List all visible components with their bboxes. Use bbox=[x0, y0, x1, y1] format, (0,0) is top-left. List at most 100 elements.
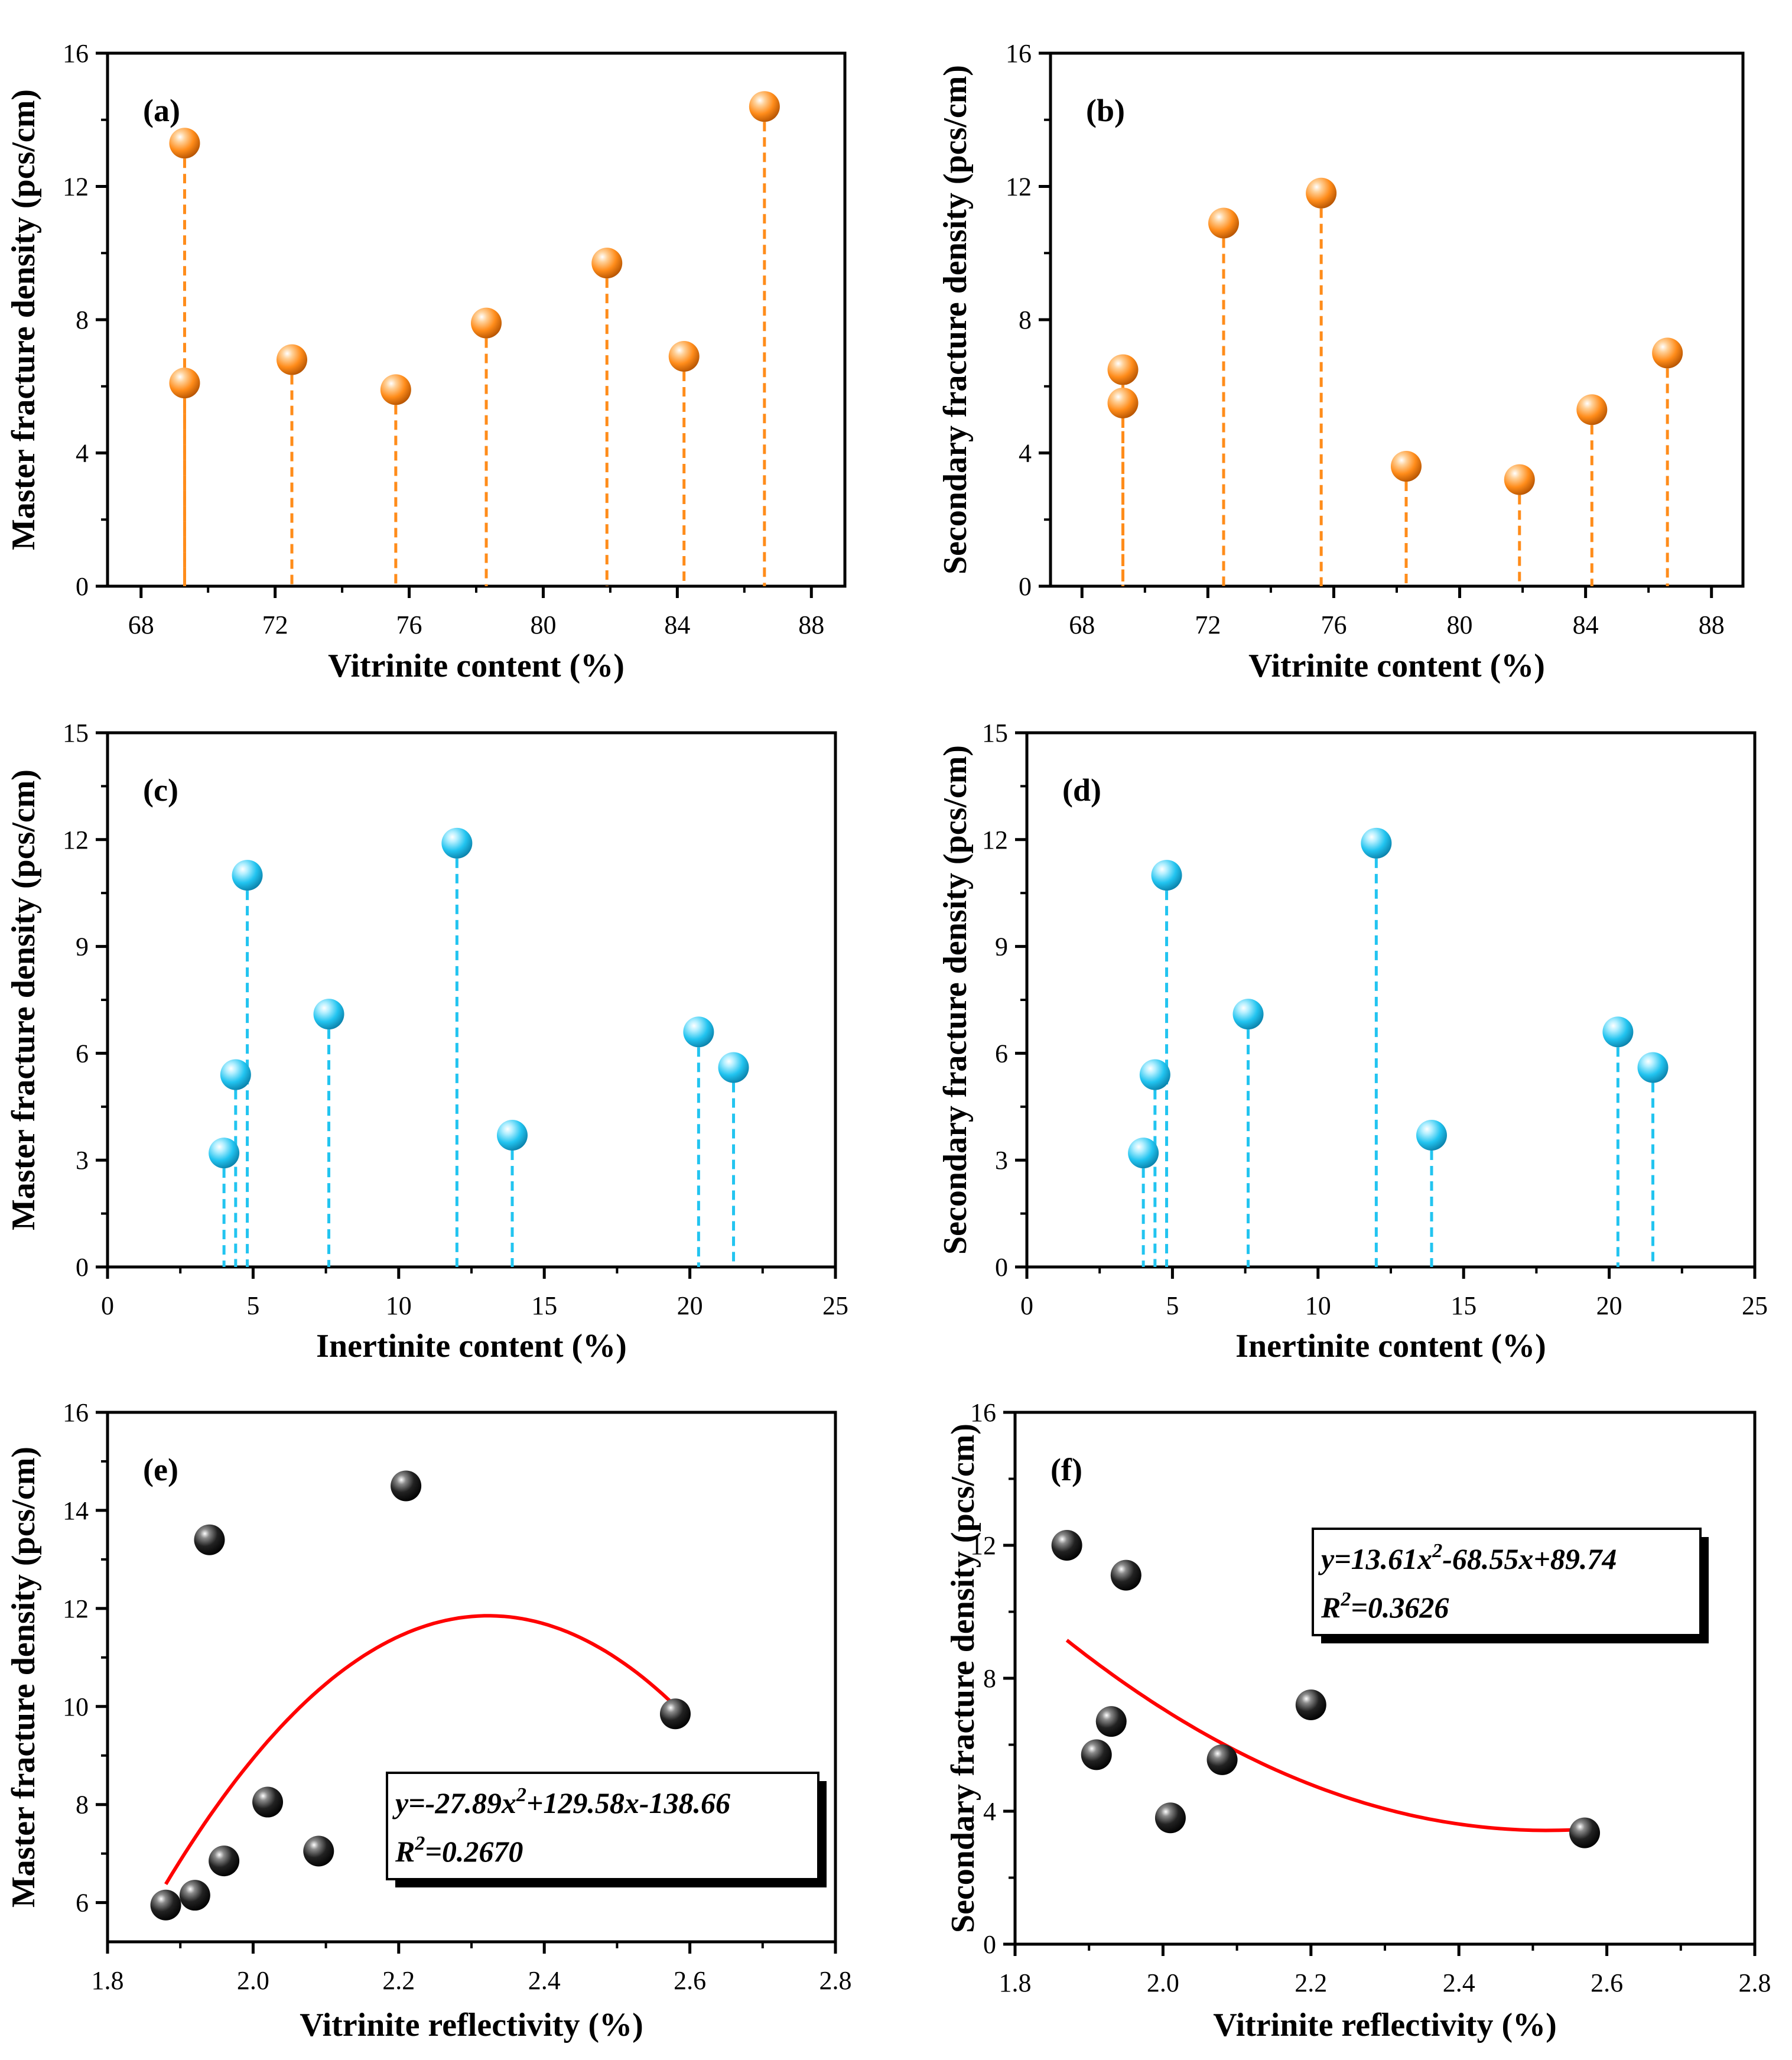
x-tick-label: 20 bbox=[677, 1291, 703, 1320]
y-tick-label: 0 bbox=[1019, 572, 1032, 601]
y-axis-title: Secondary fracture density (pcs/cm) bbox=[937, 65, 974, 574]
r2-label: R bbox=[395, 1835, 415, 1868]
equation-main: y=-27.89x bbox=[392, 1786, 516, 1819]
r-squared: R2=0.2670 bbox=[395, 1832, 523, 1868]
y-tick-label: 12 bbox=[1006, 173, 1032, 202]
y-tick-label: 0 bbox=[995, 1253, 1008, 1282]
x-axis-title: Vitrinite content (%) bbox=[328, 648, 625, 684]
x-tick-label: 2.8 bbox=[819, 1966, 852, 1995]
x-tick-label: 68 bbox=[1069, 610, 1095, 639]
equation-box-frame bbox=[1312, 1528, 1702, 1636]
equation-rest: +129.58x-138.66 bbox=[526, 1786, 730, 1819]
equation-main: y=13.61x bbox=[1318, 1542, 1432, 1575]
y-tick-label: 4 bbox=[1019, 439, 1032, 468]
panel-label: (f) bbox=[1051, 1452, 1082, 1487]
x-tick-label: 2.2 bbox=[1295, 1968, 1327, 1997]
r2-value: =0.2670 bbox=[425, 1835, 523, 1868]
plot-frame bbox=[1013, 1411, 1757, 1946]
data-point bbox=[1154, 1802, 1186, 1834]
y-tick-label: 3 bbox=[995, 1146, 1008, 1175]
data-point bbox=[1151, 860, 1182, 891]
x-tick-label: 80 bbox=[530, 610, 556, 639]
y-tick-label: 15 bbox=[63, 719, 89, 748]
y-tick-label: 16 bbox=[63, 39, 89, 68]
y-axis-title: Master fracture density (pcs/cm) bbox=[5, 1447, 42, 1908]
data-point bbox=[209, 1138, 240, 1169]
equation-superscript: 2 bbox=[516, 1784, 526, 1806]
x-tick-label: 72 bbox=[1195, 610, 1221, 639]
y-tick-label: 0 bbox=[76, 1253, 89, 1282]
r2-superscript: 2 bbox=[414, 1832, 425, 1854]
data-point bbox=[380, 374, 411, 405]
y-tick-label: 3 bbox=[76, 1146, 89, 1175]
data-point bbox=[169, 128, 200, 159]
x-tick-label: 2.8 bbox=[1739, 1968, 1771, 1997]
data-point bbox=[1361, 827, 1392, 859]
x-tick-label: 84 bbox=[664, 610, 690, 639]
data-point bbox=[1504, 464, 1535, 495]
data-point bbox=[718, 1052, 749, 1083]
data-point bbox=[209, 1845, 240, 1877]
x-tick-label: 2.4 bbox=[1443, 1968, 1475, 1997]
y-tick-label: 4 bbox=[76, 439, 89, 468]
fit-equation: y=13.61x2-68.55x+89.74 bbox=[1318, 1540, 1617, 1575]
chart-panel-a: 68 72 76 80 84 88 0 4 8 12 16 Vitrinite content (%)… bbox=[5, 39, 847, 684]
y-axis-title: Secondary fracture density (pcs/cm) bbox=[945, 1424, 981, 1933]
data-point bbox=[1107, 354, 1139, 385]
data-point bbox=[591, 248, 623, 279]
data-point bbox=[1139, 1059, 1170, 1090]
data-point bbox=[1128, 1138, 1159, 1169]
y-tick-label: 12 bbox=[982, 826, 1008, 854]
y-tick-label: 16 bbox=[1006, 39, 1032, 68]
data-point bbox=[1206, 1744, 1238, 1775]
y-axis-title: Master fracture density (pcs/cm) bbox=[5, 769, 42, 1230]
equation-rest: -68.55x+89.74 bbox=[1442, 1542, 1617, 1575]
x-tick-label: 76 bbox=[396, 610, 422, 639]
data-point bbox=[1051, 1530, 1082, 1561]
fit-equation: y=-27.89x2+129.58x-138.66 bbox=[392, 1784, 730, 1819]
y-tick-label: 12 bbox=[63, 173, 89, 202]
x-tick-label: 5 bbox=[246, 1291, 259, 1320]
y-tick-label: 0 bbox=[76, 572, 89, 601]
x-tick-label: 1.8 bbox=[999, 1968, 1032, 1997]
data-point bbox=[749, 91, 780, 122]
equation-box: y=13.61x2-68.55x+89.74 R2=0.3626 bbox=[1312, 1528, 1709, 1643]
data-point bbox=[313, 999, 344, 1030]
x-tick-label: 68 bbox=[128, 610, 154, 639]
x-tick-label: 10 bbox=[1305, 1291, 1331, 1320]
y-tick-label: 9 bbox=[76, 932, 89, 961]
fit-curve bbox=[1065, 1639, 1585, 1832]
data-point bbox=[1107, 387, 1139, 418]
r-squared: R2=0.3626 bbox=[1321, 1588, 1449, 1624]
data-point bbox=[232, 860, 263, 891]
data-point bbox=[683, 1016, 714, 1048]
data-point bbox=[659, 1698, 691, 1730]
y-tick-label: 8 bbox=[76, 306, 89, 334]
panel-label: (e) bbox=[143, 1452, 178, 1487]
panel-label: (b) bbox=[1086, 93, 1125, 128]
y-tick-label: 12 bbox=[63, 826, 89, 854]
panel-label: (a) bbox=[143, 93, 180, 128]
x-tick-label: 76 bbox=[1321, 610, 1347, 639]
y-tick-label: 0 bbox=[983, 1930, 996, 1959]
x-axis-title: Vitrinite reflectivity (%) bbox=[300, 2007, 643, 2043]
data-point bbox=[169, 368, 200, 399]
equation-superscript: 2 bbox=[1432, 1540, 1442, 1562]
x-axis-title: Vitrinite content (%) bbox=[1248, 648, 1545, 684]
data-point bbox=[303, 1835, 334, 1867]
data-point bbox=[150, 1889, 181, 1921]
x-tick-label: 15 bbox=[531, 1291, 557, 1320]
x-tick-label: 5 bbox=[1166, 1291, 1179, 1320]
x-tick-label: 25 bbox=[1742, 1291, 1768, 1320]
data-point bbox=[1576, 394, 1608, 425]
x-tick-label: 2.0 bbox=[237, 1966, 269, 1995]
plot-frame bbox=[1049, 51, 1745, 588]
x-axis-title: Inertinite content (%) bbox=[1235, 1328, 1546, 1364]
y-tick-label: 8 bbox=[983, 1664, 996, 1693]
x-tick-label: 15 bbox=[1450, 1291, 1476, 1320]
x-tick-label: 2.4 bbox=[528, 1966, 561, 1995]
data-point bbox=[194, 1524, 225, 1555]
data-point bbox=[1110, 1559, 1141, 1591]
data-point bbox=[496, 1120, 528, 1151]
